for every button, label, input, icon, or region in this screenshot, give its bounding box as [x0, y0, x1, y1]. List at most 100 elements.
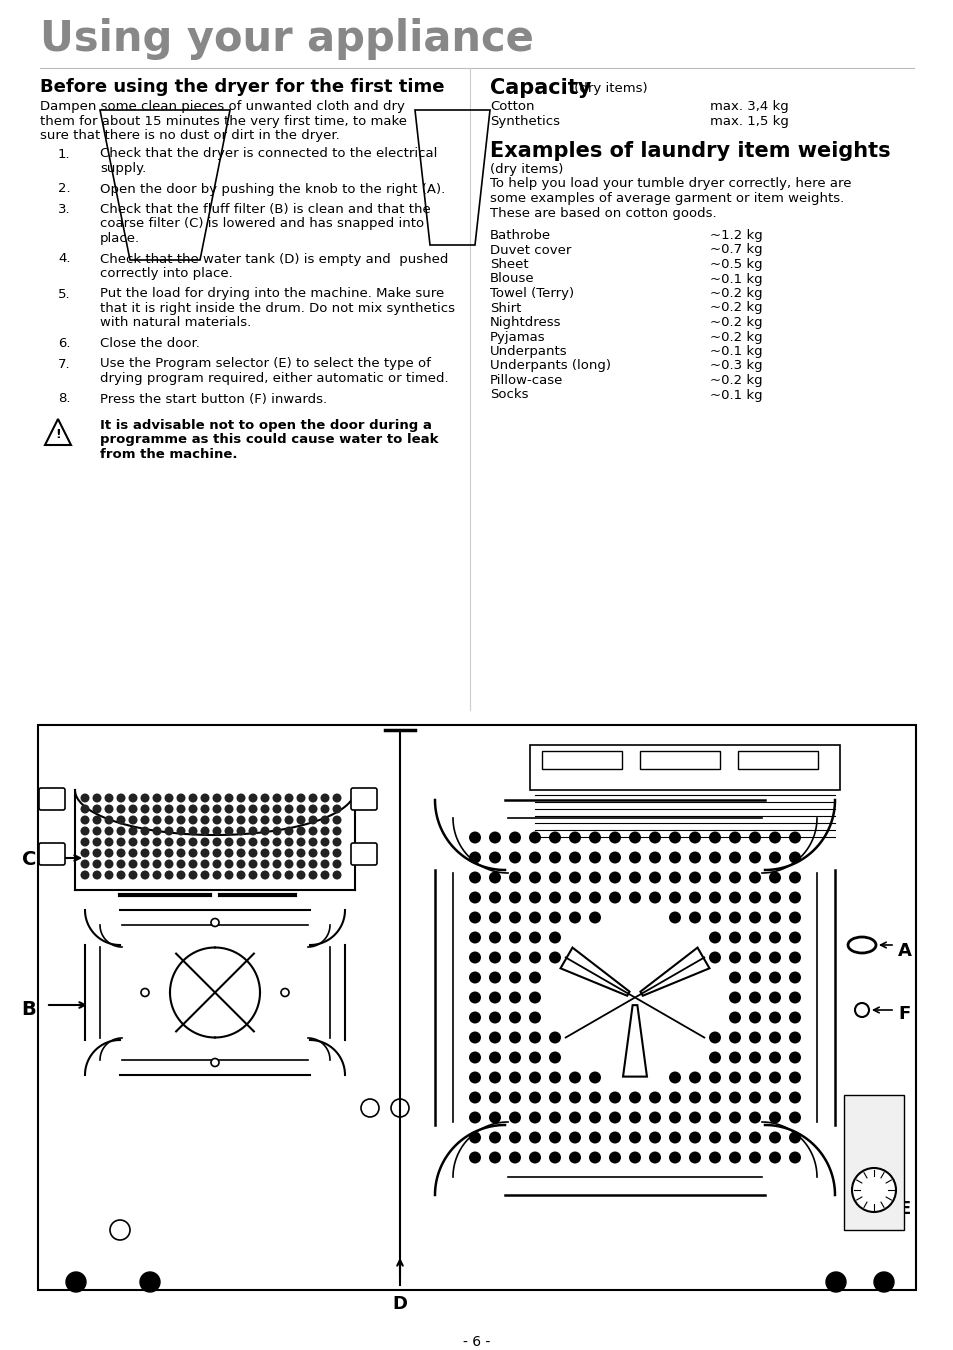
Circle shape	[509, 1031, 520, 1044]
Circle shape	[728, 832, 740, 844]
Circle shape	[529, 1131, 540, 1143]
Circle shape	[788, 991, 801, 1003]
Circle shape	[788, 972, 801, 984]
Circle shape	[248, 860, 257, 868]
Circle shape	[105, 871, 113, 879]
Circle shape	[708, 891, 720, 903]
Circle shape	[489, 911, 500, 923]
Circle shape	[708, 1031, 720, 1044]
Circle shape	[489, 972, 500, 984]
Circle shape	[92, 860, 101, 868]
Bar	[738, 751, 817, 769]
Circle shape	[788, 891, 801, 903]
Circle shape	[320, 815, 329, 825]
Circle shape	[189, 794, 197, 802]
Circle shape	[92, 826, 101, 836]
Circle shape	[588, 1111, 600, 1123]
Circle shape	[768, 991, 781, 1003]
Circle shape	[469, 1031, 480, 1044]
Text: ~0.2 kg: ~0.2 kg	[709, 331, 761, 343]
Circle shape	[213, 826, 221, 836]
Circle shape	[728, 1111, 740, 1123]
Circle shape	[548, 872, 560, 883]
Circle shape	[509, 852, 520, 864]
Circle shape	[273, 837, 281, 846]
Circle shape	[688, 1072, 700, 1084]
Circle shape	[688, 911, 700, 923]
Circle shape	[768, 852, 781, 864]
Circle shape	[768, 1111, 781, 1123]
Circle shape	[668, 1072, 680, 1084]
Circle shape	[469, 872, 480, 883]
Circle shape	[728, 1011, 740, 1023]
Circle shape	[248, 871, 257, 879]
Circle shape	[728, 1092, 740, 1103]
Circle shape	[628, 872, 640, 883]
Circle shape	[164, 805, 173, 814]
Circle shape	[248, 826, 257, 836]
Text: coarse filter (C) is lowered and has snapped into: coarse filter (C) is lowered and has sna…	[100, 217, 424, 231]
Circle shape	[548, 832, 560, 844]
Circle shape	[768, 931, 781, 944]
Text: ~0.2 kg: ~0.2 kg	[709, 316, 761, 329]
Circle shape	[708, 1131, 720, 1143]
Text: ~0.3 kg: ~0.3 kg	[709, 359, 761, 373]
Circle shape	[748, 1111, 760, 1123]
Circle shape	[260, 805, 269, 814]
Circle shape	[648, 1131, 660, 1143]
Circle shape	[224, 805, 233, 814]
Circle shape	[469, 991, 480, 1003]
Text: Check that the fluff filter (B) is clean and that the: Check that the fluff filter (B) is clean…	[100, 202, 431, 216]
Circle shape	[708, 1072, 720, 1084]
Circle shape	[688, 832, 700, 844]
Circle shape	[529, 1072, 540, 1084]
Circle shape	[728, 1131, 740, 1143]
Circle shape	[568, 891, 580, 903]
Circle shape	[80, 794, 90, 802]
Circle shape	[129, 871, 137, 879]
Circle shape	[140, 826, 150, 836]
Circle shape	[200, 860, 210, 868]
Circle shape	[236, 815, 245, 825]
Circle shape	[748, 952, 760, 964]
Circle shape	[548, 891, 560, 903]
Circle shape	[200, 826, 210, 836]
Text: place.: place.	[100, 232, 140, 244]
Circle shape	[92, 815, 101, 825]
Circle shape	[176, 837, 185, 846]
Circle shape	[273, 860, 281, 868]
Circle shape	[469, 1111, 480, 1123]
Circle shape	[588, 832, 600, 844]
Circle shape	[152, 871, 161, 879]
Circle shape	[748, 832, 760, 844]
Circle shape	[509, 952, 520, 964]
Circle shape	[768, 952, 781, 964]
Circle shape	[296, 805, 305, 814]
Circle shape	[80, 805, 90, 814]
Text: 8.: 8.	[58, 393, 71, 405]
Text: some examples of average garment or item weights.: some examples of average garment or item…	[490, 192, 843, 205]
Circle shape	[588, 911, 600, 923]
Circle shape	[489, 891, 500, 903]
Circle shape	[140, 794, 150, 802]
Circle shape	[116, 860, 126, 868]
Circle shape	[92, 871, 101, 879]
Circle shape	[668, 891, 680, 903]
Circle shape	[236, 794, 245, 802]
Circle shape	[248, 837, 257, 846]
Circle shape	[548, 931, 560, 944]
Circle shape	[92, 805, 101, 814]
Circle shape	[509, 1092, 520, 1103]
Circle shape	[668, 1111, 680, 1123]
Circle shape	[529, 1052, 540, 1064]
Circle shape	[489, 1072, 500, 1084]
Circle shape	[260, 860, 269, 868]
Circle shape	[568, 911, 580, 923]
Circle shape	[748, 891, 760, 903]
Circle shape	[129, 794, 137, 802]
Circle shape	[748, 1052, 760, 1064]
Circle shape	[260, 849, 269, 857]
Circle shape	[668, 1152, 680, 1164]
Circle shape	[768, 1052, 781, 1064]
Circle shape	[748, 1072, 760, 1084]
